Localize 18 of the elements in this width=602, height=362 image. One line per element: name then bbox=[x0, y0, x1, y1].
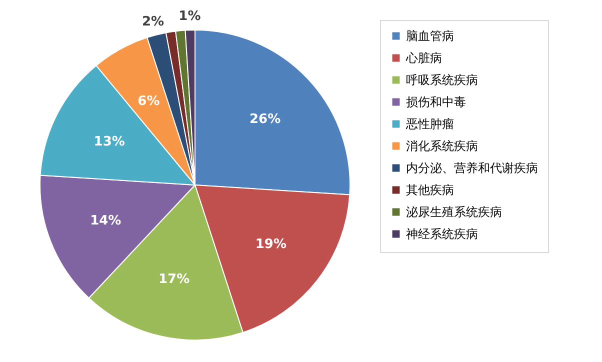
data-label: 1% bbox=[178, 9, 201, 24]
data-label: 17% bbox=[158, 272, 190, 287]
legend-label: 内分泌、营养和代谢疾病 bbox=[406, 161, 538, 175]
legend-label: 其他疾病 bbox=[406, 183, 454, 197]
legend-label: 消化系统疾病 bbox=[406, 139, 478, 153]
data-label: 6% bbox=[138, 94, 160, 109]
legend-label: 损伤和中毒 bbox=[406, 95, 466, 109]
legend-label: 呼吸系统疾病 bbox=[406, 73, 478, 87]
legend-label: 心脏病 bbox=[405, 51, 442, 65]
data-label: 19% bbox=[255, 236, 286, 252]
legend-label: 恶性肿瘤 bbox=[405, 117, 454, 131]
legend-label: 脑血管病 bbox=[406, 29, 454, 43]
legend-label: 神经系统疾病 bbox=[406, 227, 478, 241]
data-label: 26% bbox=[249, 112, 281, 128]
data-label: 14% bbox=[90, 213, 122, 228]
legend-label: 泌尿生殖系统疾病 bbox=[406, 205, 502, 219]
data-label: 13% bbox=[94, 134, 125, 150]
data-label: 2% bbox=[142, 14, 164, 30]
